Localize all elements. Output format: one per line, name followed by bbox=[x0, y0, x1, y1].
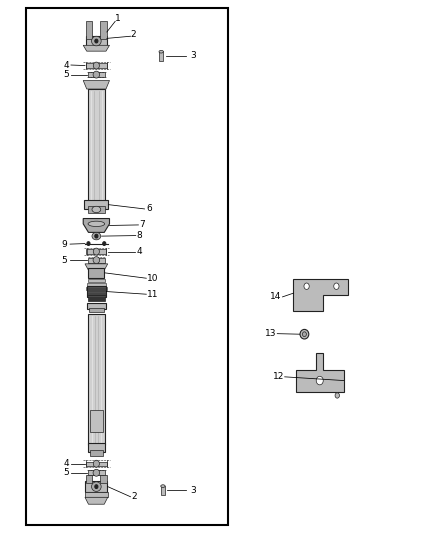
Text: 7: 7 bbox=[139, 221, 145, 229]
Ellipse shape bbox=[161, 485, 165, 487]
Text: 4: 4 bbox=[64, 459, 69, 468]
Polygon shape bbox=[85, 497, 108, 504]
Bar bbox=[86, 63, 107, 68]
Ellipse shape bbox=[93, 257, 99, 263]
Ellipse shape bbox=[316, 376, 323, 385]
Bar bbox=[88, 279, 105, 282]
Bar bbox=[90, 410, 103, 432]
Ellipse shape bbox=[92, 36, 101, 46]
Text: 6: 6 bbox=[146, 205, 152, 213]
Text: 3: 3 bbox=[190, 486, 196, 495]
Polygon shape bbox=[83, 45, 110, 51]
Ellipse shape bbox=[334, 283, 339, 289]
Ellipse shape bbox=[335, 393, 339, 398]
Bar bbox=[85, 481, 107, 492]
Ellipse shape bbox=[159, 50, 163, 53]
Text: 2: 2 bbox=[132, 492, 137, 501]
Text: 11: 11 bbox=[147, 290, 158, 298]
Ellipse shape bbox=[93, 62, 99, 69]
Text: 14: 14 bbox=[270, 293, 282, 301]
Text: 5: 5 bbox=[61, 256, 67, 264]
Ellipse shape bbox=[302, 332, 306, 337]
Text: 9: 9 bbox=[61, 240, 67, 248]
Bar bbox=[159, 51, 163, 61]
Bar bbox=[88, 268, 104, 278]
Bar bbox=[88, 72, 105, 77]
Ellipse shape bbox=[95, 39, 98, 43]
Bar bbox=[90, 450, 103, 456]
Bar bbox=[84, 200, 109, 209]
Ellipse shape bbox=[300, 329, 309, 339]
Ellipse shape bbox=[102, 241, 106, 245]
Bar bbox=[161, 486, 165, 495]
Bar bbox=[88, 206, 105, 213]
Bar bbox=[88, 295, 105, 301]
Bar bbox=[86, 36, 107, 46]
Text: 10: 10 bbox=[147, 274, 158, 282]
Text: 12: 12 bbox=[273, 373, 284, 381]
Ellipse shape bbox=[92, 482, 101, 491]
Bar bbox=[85, 492, 108, 497]
Text: 3: 3 bbox=[190, 52, 196, 60]
Bar bbox=[86, 287, 107, 290]
Text: 4: 4 bbox=[64, 61, 69, 69]
Bar bbox=[88, 257, 105, 262]
Text: 1: 1 bbox=[115, 14, 121, 23]
Ellipse shape bbox=[304, 283, 309, 289]
Polygon shape bbox=[85, 264, 108, 272]
Polygon shape bbox=[296, 353, 344, 392]
Bar bbox=[87, 286, 106, 297]
Ellipse shape bbox=[93, 71, 99, 78]
Ellipse shape bbox=[92, 232, 101, 240]
Text: 5: 5 bbox=[64, 469, 70, 477]
Text: 4: 4 bbox=[137, 247, 142, 256]
Text: 8: 8 bbox=[136, 231, 142, 240]
Ellipse shape bbox=[88, 221, 105, 227]
Ellipse shape bbox=[93, 460, 99, 467]
Polygon shape bbox=[83, 219, 110, 232]
Polygon shape bbox=[293, 279, 348, 311]
Polygon shape bbox=[100, 475, 107, 483]
Ellipse shape bbox=[95, 485, 98, 488]
Ellipse shape bbox=[93, 470, 99, 477]
Bar bbox=[88, 314, 105, 445]
Ellipse shape bbox=[95, 235, 98, 238]
Text: 5: 5 bbox=[64, 70, 70, 79]
Bar bbox=[88, 89, 105, 203]
Polygon shape bbox=[86, 21, 92, 39]
Text: 2: 2 bbox=[131, 30, 136, 39]
Bar bbox=[88, 443, 105, 452]
Bar bbox=[87, 283, 106, 286]
Bar bbox=[88, 471, 105, 475]
Text: 13: 13 bbox=[265, 329, 276, 338]
Polygon shape bbox=[86, 475, 92, 483]
Ellipse shape bbox=[87, 241, 90, 245]
Polygon shape bbox=[100, 21, 107, 39]
Ellipse shape bbox=[93, 248, 99, 255]
Ellipse shape bbox=[92, 206, 101, 213]
Polygon shape bbox=[83, 80, 110, 89]
Bar bbox=[89, 308, 104, 312]
Bar bbox=[86, 462, 107, 466]
Bar bbox=[87, 303, 106, 309]
Bar bbox=[86, 249, 106, 254]
